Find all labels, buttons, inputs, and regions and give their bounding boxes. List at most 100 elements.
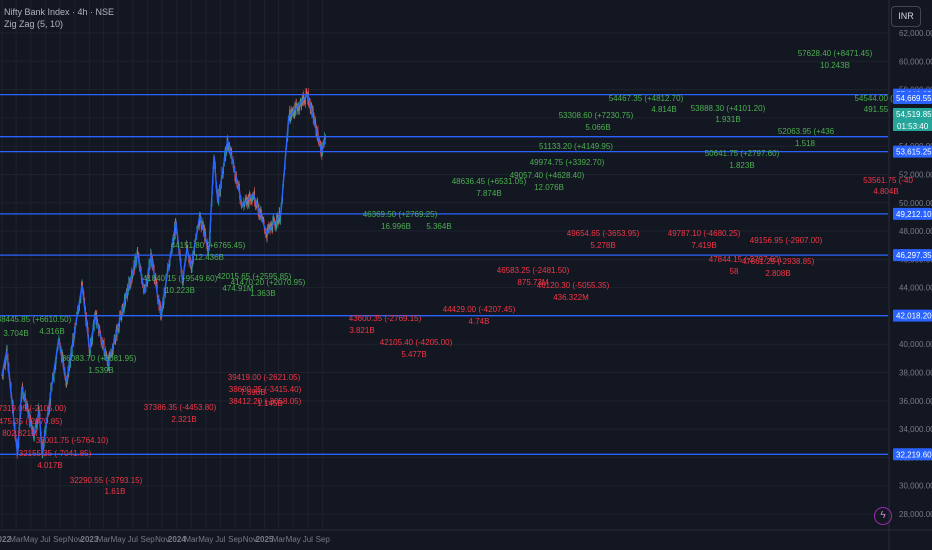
symbol-title[interactable]: Nifty Bank Index · 4h · NSE	[4, 7, 115, 17]
candle-body	[257, 199, 258, 205]
candle-body	[289, 109, 290, 117]
candle-body	[69, 364, 71, 368]
zigzag-annotation: 35475.35 (-2870.85)	[0, 417, 63, 426]
candle-body	[132, 275, 133, 279]
candle-body	[308, 104, 310, 106]
zigzag-indicator	[1, 93, 327, 456]
candle-body	[299, 107, 300, 111]
candle-body	[256, 199, 258, 203]
y-tick-label: 62,000.00	[899, 29, 932, 38]
candle-body	[33, 436, 35, 440]
candle-body	[251, 200, 252, 201]
x-tick-label: 2023	[81, 535, 99, 544]
zigzag-annotation: 4.814B	[651, 105, 676, 114]
candle-body	[97, 320, 99, 325]
candle-body	[260, 209, 262, 218]
indicator-label[interactable]: Zig Zag (5, 10)	[4, 19, 64, 29]
x-tick-label: 2025	[256, 535, 274, 544]
zigzag-annotation: 436.322M	[553, 293, 589, 302]
candle-body	[140, 266, 142, 272]
candle-body	[126, 288, 127, 292]
x-tick-label: Jul	[40, 535, 50, 544]
candle-body	[312, 109, 314, 111]
candle-body	[246, 197, 248, 200]
zigzag-annotation: 491.55	[864, 105, 889, 114]
candle-body	[137, 250, 138, 254]
zigzag-annotation: 54467.35 (+4812.70)	[609, 94, 684, 103]
candle-body	[266, 232, 268, 238]
candle-body	[305, 97, 306, 104]
candle-body	[251, 200, 253, 201]
candle-body	[65, 377, 66, 380]
candle-body	[66, 379, 68, 385]
candle-body	[265, 231, 266, 234]
zigzag-annotation: 44429.00 (-4207.45)	[443, 305, 516, 314]
zigzag-annotation: 33001.75 (-5764.10)	[36, 436, 109, 445]
x-tick-label: Nov	[155, 535, 169, 544]
zigzag-line	[1, 93, 327, 456]
candle-body	[36, 427, 37, 428]
zigzag-annotation: 52063.95 (+436	[778, 127, 835, 136]
candle-body	[96, 314, 98, 320]
candle-body	[80, 300, 81, 302]
candle-body	[207, 250, 209, 254]
zigzag-annotation: 10.243B	[820, 61, 850, 70]
candle-body	[164, 293, 166, 296]
candle-body	[317, 129, 319, 138]
x-tick-label: May	[23, 535, 38, 544]
candle-body	[163, 302, 165, 305]
candle-body	[107, 365, 109, 370]
chart-header: Nifty Bank Index · 4h · NSE Zig Zag (5, …	[4, 6, 114, 30]
candle-body	[102, 340, 104, 345]
candle-body	[297, 107, 299, 111]
candle-body	[100, 339, 102, 344]
candle-body	[86, 319, 88, 322]
price-tag-bg	[893, 249, 932, 262]
candle-body	[248, 196, 249, 206]
price-tag-label: 53,615.25	[896, 148, 932, 157]
candle-body	[62, 353, 63, 355]
zigzag-annotation: 37386.35 (-4453.80)	[144, 403, 217, 412]
lightning-icon[interactable]: ϟ	[874, 507, 892, 525]
zigzag-annotation: 2.321B	[171, 415, 196, 424]
candle-body	[128, 281, 130, 282]
x-tick-label: Mar	[272, 535, 286, 544]
candle-body	[5, 361, 6, 366]
price-tags: 57,646.3554,669.5554,519.8553,615.2549,2…	[893, 88, 932, 461]
candle-body	[191, 267, 193, 272]
candle-body	[301, 104, 302, 108]
candle-body	[276, 214, 278, 216]
candle-body	[22, 385, 24, 388]
candle-body	[106, 354, 108, 359]
candle-body	[273, 218, 275, 220]
candle-body	[89, 349, 90, 356]
candle-body	[250, 194, 252, 201]
zigzag-annotation: 1.363B	[250, 289, 275, 298]
countdown-label: 01:53:40	[897, 122, 929, 131]
candle-body	[135, 261, 137, 265]
candle-body	[118, 327, 119, 330]
candle-body	[229, 143, 230, 147]
candle-body	[134, 257, 136, 259]
candle-body	[278, 211, 280, 219]
time-axis: 2022MarMayJulSepNov2023MarMayJulSepNov20…	[0, 529, 932, 544]
zigzag-annotation: 54544.00 (+	[855, 94, 898, 103]
candle-body	[115, 339, 116, 345]
candle-body	[266, 235, 268, 238]
x-tick-label: Sep	[316, 535, 331, 544]
y-tick-label: 50,000.00	[899, 199, 932, 208]
zigzag-annotation: 7.419B	[691, 241, 716, 250]
candle-body	[294, 103, 296, 110]
currency-button[interactable]: INR	[891, 6, 921, 27]
candle-body	[222, 173, 224, 176]
candle-body	[293, 113, 295, 115]
y-tick-label: 36,000.00	[899, 397, 932, 406]
x-tick-label: Sep	[140, 535, 155, 544]
candle-body	[165, 289, 166, 294]
candle-body	[240, 203, 242, 205]
zigzag-annotation: 32155.35 (-7041.85)	[19, 449, 92, 458]
candle-body	[109, 352, 111, 354]
zigzag-annotation: 41470.20 (+2070.95)	[231, 278, 306, 287]
